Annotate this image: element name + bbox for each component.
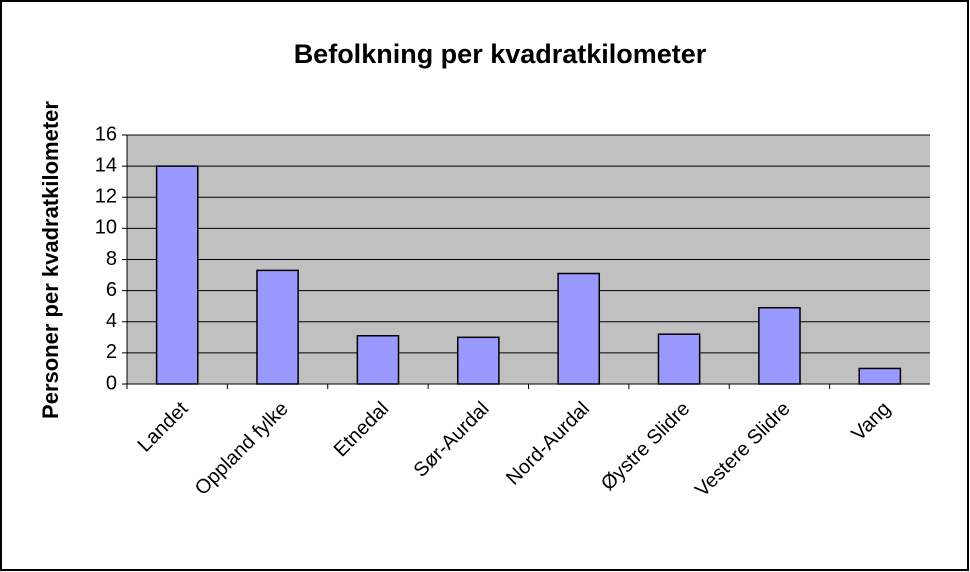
bar	[858, 367, 902, 385]
bar	[657, 333, 701, 385]
chart-title: Befolkning per kvadratkilometer	[294, 39, 707, 69]
bar	[456, 336, 500, 385]
bar	[155, 165, 199, 385]
y-tick-label: 8	[106, 248, 117, 270]
bar	[256, 269, 299, 385]
y-axis-title: Personer per kvadratkilometer	[38, 101, 63, 419]
bar	[356, 335, 400, 385]
y-tick-label: 12	[95, 186, 117, 208]
y-tick-label: 6	[106, 279, 117, 301]
y-tick-label: 16	[95, 123, 117, 145]
bar	[557, 272, 601, 385]
y-tick-label: 4	[106, 310, 117, 332]
bar	[758, 306, 801, 385]
y-tick-label: 10	[95, 217, 117, 239]
y-tick-label: 14	[95, 154, 117, 176]
y-tick-label: 0	[106, 372, 117, 394]
y-tick-label: 2	[106, 341, 117, 363]
